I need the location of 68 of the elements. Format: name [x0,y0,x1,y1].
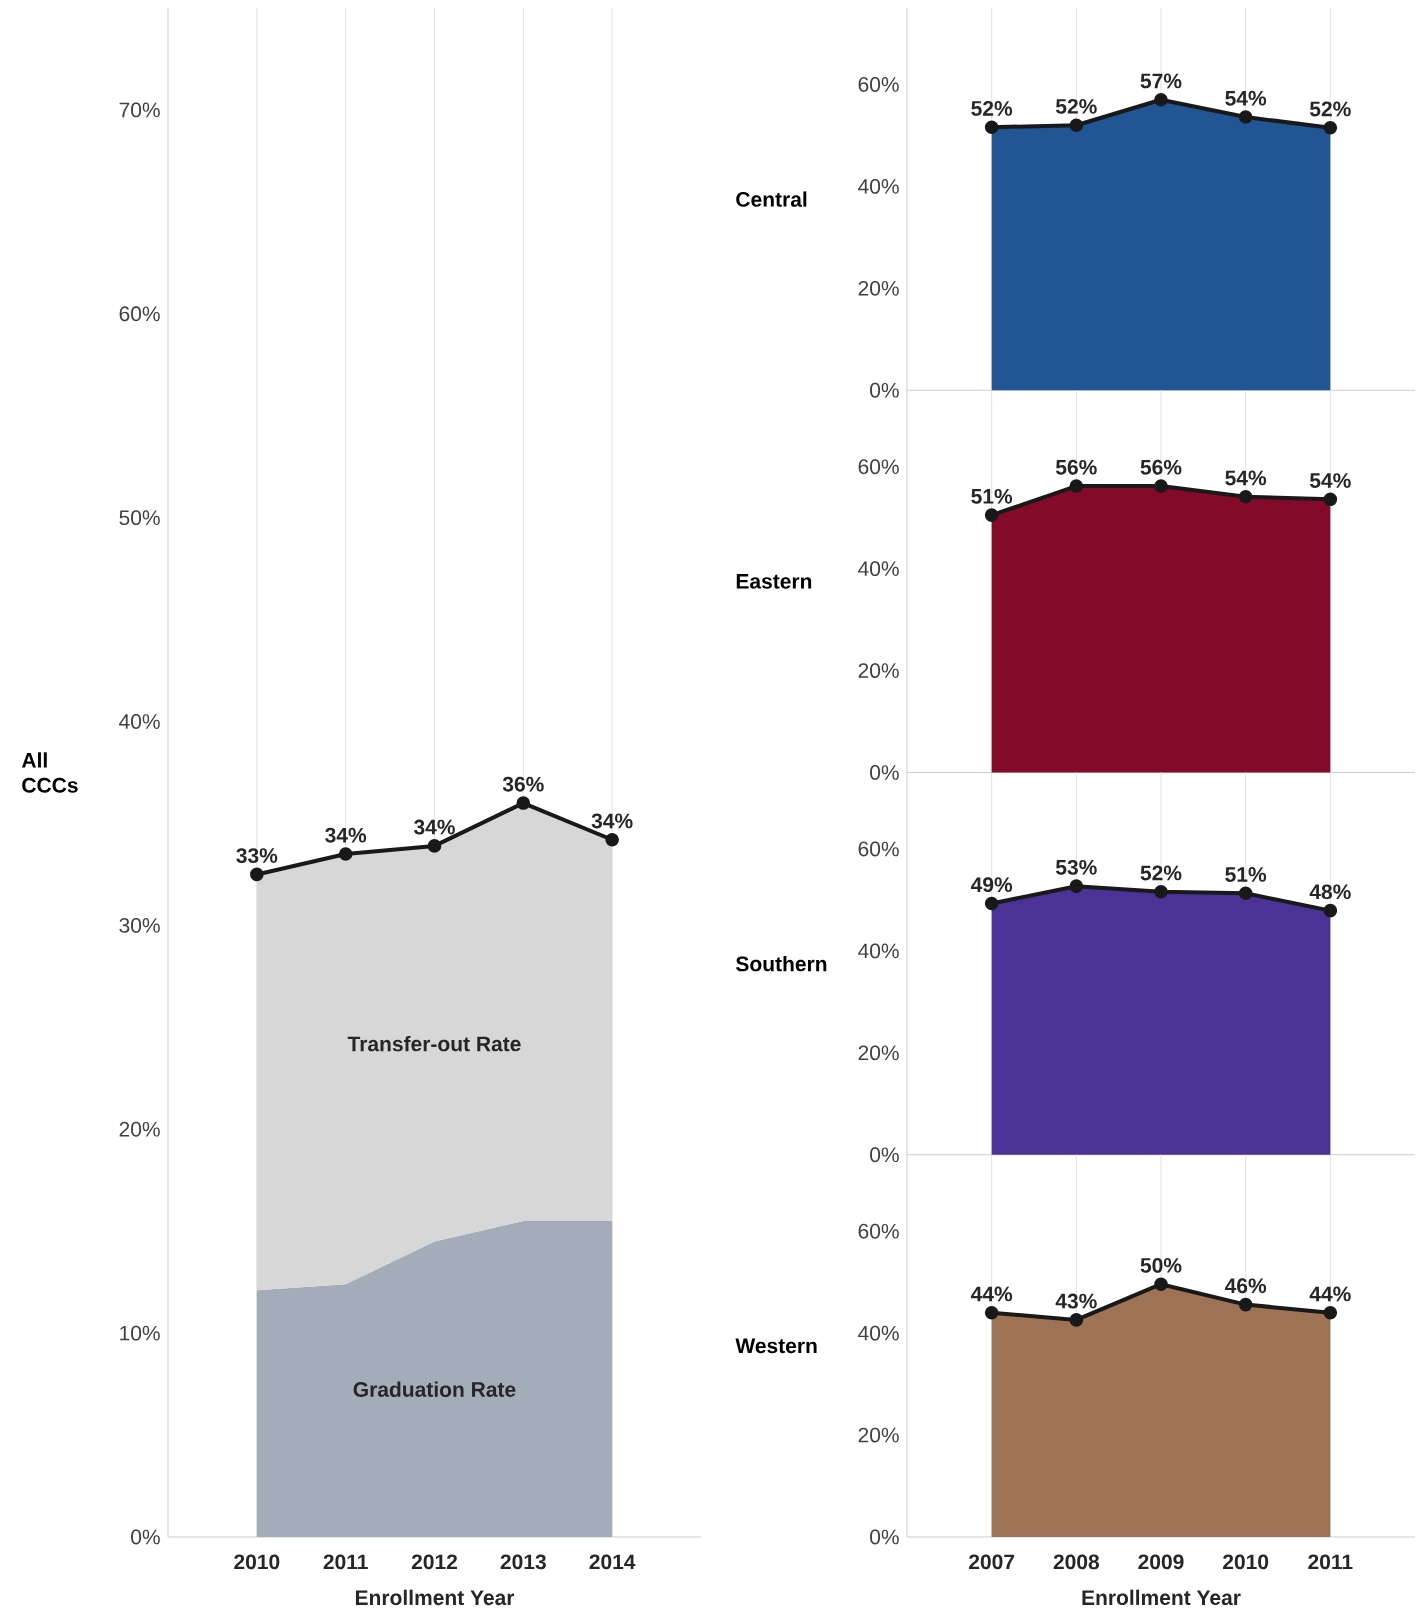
total-label: 34% [325,827,367,843]
data-label: 44% [1309,1286,1351,1302]
y-tick-label: 40% [119,714,160,729]
y-tick-label: 50% [119,510,160,526]
y-tick-label: 40% [858,178,899,194]
data-label: 54% [1309,473,1351,488]
data-label: 54% [1225,470,1267,486]
y-tick-label: 0% [131,1529,160,1545]
data-label: 57% [1140,73,1182,89]
y-axis-title: Southern [735,955,827,972]
data-label: 52% [971,101,1013,116]
y-tick-label: 60% [858,459,899,475]
y-tick-label: 40% [858,1325,899,1341]
x-tick-label: 2008 [1053,1554,1100,1570]
x-axis-title: Enrollment Year [1082,1589,1241,1606]
total-label: 36% [502,776,544,792]
y-tick-label: 0% [870,1147,899,1163]
data-label: 52% [1309,101,1351,117]
data-label: 50% [1140,1257,1182,1273]
data-label: 52% [1055,98,1097,114]
y-tick-label: 0% [870,1529,899,1545]
data-label: 54% [1225,90,1267,106]
x-tick-label: 2012 [411,1554,457,1570]
y-tick-label: 0% [870,765,899,780]
series-label: Transfer-out Rate [347,1035,521,1052]
series-label: Graduation Rate [353,1381,516,1397]
y-tick-label: 20% [858,1427,899,1443]
data-label: 51% [1225,867,1267,882]
y-tick-label: 70% [119,102,160,118]
x-tick-label: 2011 [1308,1554,1353,1570]
x-tick-label: 2011 [323,1554,368,1570]
y-axis-title: Western [735,1338,817,1354]
data-label: 48% [1309,884,1351,900]
y-tick-label: 0% [870,382,899,398]
y-axis-title: All CCCs [21,752,78,793]
data-label: 46% [1224,1278,1267,1294]
y-tick-label: 40% [858,561,899,577]
data-label: 51% [971,488,1013,504]
y-tick-label: 20% [858,280,899,296]
y-tick-label: 20% [119,1121,160,1137]
y-tick-label: 60% [858,841,899,857]
y-tick-label: 30% [119,917,160,933]
y-tick-label: 60% [858,1223,899,1239]
x-tick-label: 2014 [589,1554,636,1570]
data-label: 52% [1140,865,1182,881]
x-tick-label: 2007 [969,1554,1015,1570]
y-axis-title: Central [736,191,807,207]
y-tick-label: 60% [119,306,160,322]
y-tick-label: 10% [120,1325,160,1341]
y-tick-label: 60% [858,77,899,92]
x-tick-label: 2010 [234,1554,280,1570]
y-axis-title: Eastern [736,574,812,589]
total-label: 34% [413,819,455,835]
data-label: 53% [1055,859,1097,875]
data-label: 56% [1055,459,1097,475]
x-axis-title: Enrollment Year [355,1589,515,1606]
data-label: 56% [1140,459,1182,475]
data-label: 49% [970,877,1013,893]
x-tick-label: 2013 [500,1554,546,1570]
y-tick-label: 20% [858,663,899,679]
total-label: 33% [236,848,278,864]
y-tick-label: 40% [858,943,899,959]
data-label: 44% [970,1286,1013,1302]
x-tick-label: 2009 [1138,1554,1184,1570]
x-tick-label: 2010 [1223,1554,1269,1570]
data-label: 43% [1055,1293,1097,1309]
total-label: 34% [591,813,633,829]
y-tick-label: 20% [858,1045,899,1061]
